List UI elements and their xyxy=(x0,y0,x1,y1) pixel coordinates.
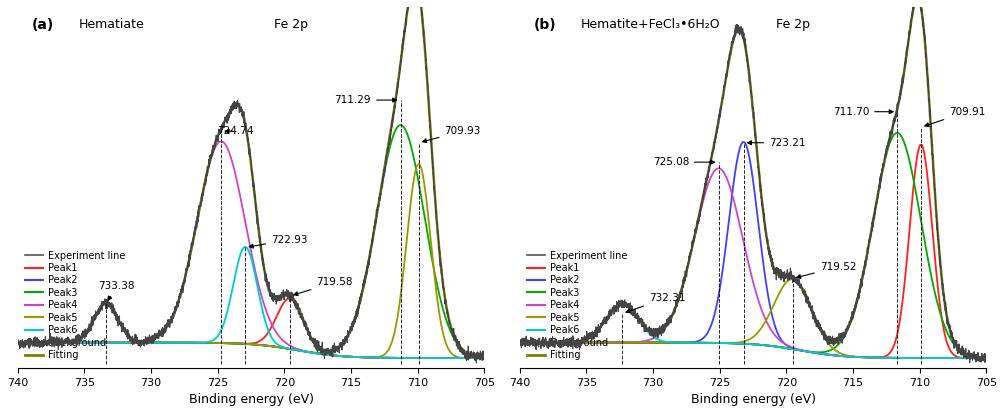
Text: 709.93: 709.93 xyxy=(422,126,480,142)
Text: 711.29: 711.29 xyxy=(334,95,396,105)
Text: Hematiate: Hematiate xyxy=(78,18,143,31)
Text: (b): (b) xyxy=(533,18,556,32)
Text: 725.08: 725.08 xyxy=(652,157,714,167)
X-axis label: Binding energy (eV): Binding energy (eV) xyxy=(690,393,814,406)
Text: Fe 2p: Fe 2p xyxy=(274,18,308,31)
Text: 733.38: 733.38 xyxy=(98,281,134,300)
Text: 719.52: 719.52 xyxy=(796,262,856,278)
Text: 722.93: 722.93 xyxy=(249,235,307,248)
Text: 723.21: 723.21 xyxy=(747,138,804,148)
X-axis label: Binding energy (eV): Binding energy (eV) xyxy=(189,393,313,406)
Text: (a): (a) xyxy=(31,18,54,32)
Text: Hematite+FeCl₃•6H₂O: Hematite+FeCl₃•6H₂O xyxy=(580,18,719,31)
Legend: Experiment line, Peak1, Peak2, Peak3, Peak4, Peak5, Peak6, Background, Fitting: Experiment line, Peak1, Peak2, Peak3, Pe… xyxy=(524,248,629,363)
Text: 732.31: 732.31 xyxy=(625,293,685,313)
Legend: Experiment line, Peak1, Peak2, Peak3, Peak4, Peak5, Peak6, Background, Fitting: Experiment line, Peak1, Peak2, Peak3, Pe… xyxy=(22,248,127,363)
Text: 724.74: 724.74 xyxy=(217,126,254,136)
Text: 719.58: 719.58 xyxy=(294,278,352,296)
Text: 711.70: 711.70 xyxy=(831,107,893,117)
Text: 709.91: 709.91 xyxy=(924,107,985,126)
Text: Fe 2p: Fe 2p xyxy=(775,18,809,31)
